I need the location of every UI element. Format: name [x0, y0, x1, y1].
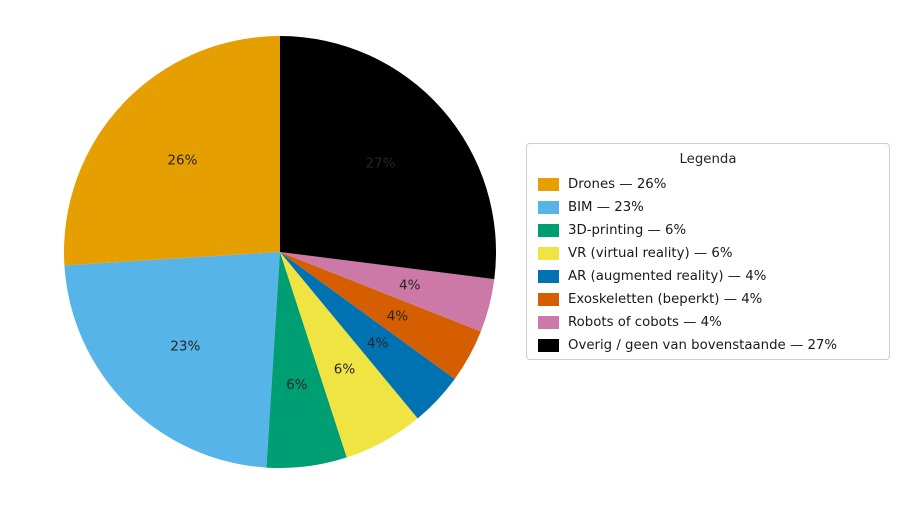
pie-slice-percentage-label: 27% [365, 155, 395, 171]
pie-slice-percentage-label: 6% [286, 377, 308, 393]
legend-item: AR (augmented reality) — 4% [538, 265, 878, 288]
pie-slice-exoskeletten-beperkt [280, 252, 481, 379]
legend-label: AR (augmented reality) — 4% [568, 269, 767, 284]
legend-label: Exoskeletten (beperkt) — 4% [568, 292, 763, 307]
legend-swatch [538, 339, 559, 352]
legend-label: Robots of cobots — 4% [568, 315, 722, 330]
legend-swatch [538, 316, 559, 329]
pie-slice-robots-of-cobots [280, 252, 495, 332]
legend-label: VR (virtual reality) — 6% [568, 246, 733, 261]
legend-item: Drones — 26% [538, 173, 878, 196]
legend-item: 3D-printing — 6% [538, 219, 878, 242]
pie-slice-percentage-label: 26% [167, 152, 197, 168]
pie-slice-3d-printing [266, 252, 347, 468]
legend: Legenda Drones — 26% BIM — 23% 3D-printing… [526, 143, 890, 360]
legend-label: 3D-printing — 6% [568, 223, 687, 238]
pie-slice-percentage-label: 4% [387, 309, 409, 325]
legend-items: Drones — 26% BIM — 23% 3D-printing — 6% VR … [538, 173, 878, 357]
legend-swatch [538, 247, 559, 260]
pie-slice-percentage-label: 4% [367, 336, 389, 352]
legend-swatch [538, 270, 559, 283]
legend-item: VR (virtual reality) — 6% [538, 242, 878, 265]
legend-label: Overig / geen van bovenstaande — 27% [568, 338, 838, 353]
legend-item: Exoskeletten (beperkt) — 4% [538, 288, 878, 311]
legend-item: BIM — 23% [538, 196, 878, 219]
legend-item: Overig / geen van bovenstaande — 27% [538, 334, 878, 357]
pie-slice-vr-virtual-reality [280, 252, 418, 458]
legend-swatch [538, 201, 559, 214]
legend-item: Robots of cobots — 4% [538, 311, 878, 334]
pie-slice-drones [64, 36, 281, 266]
pie-slice-percentage-label: 23% [170, 339, 200, 355]
pie-slice-percentage-label: 6% [334, 361, 356, 377]
legend-title: Legenda [679, 152, 737, 167]
legend-swatch [538, 178, 559, 191]
pie-slice-overig-geen-van-bovenstaande [280, 36, 497, 280]
legend-swatch [538, 293, 559, 306]
pie-slice-percentage-label: 4% [399, 277, 421, 293]
legend-label: BIM — 23% [568, 200, 644, 215]
pie-slice-ar-augmented-reality [280, 252, 455, 419]
pie-slice-bim [64, 252, 281, 468]
legend-label: Drones — 26% [568, 177, 667, 192]
legend-swatch [538, 224, 559, 237]
